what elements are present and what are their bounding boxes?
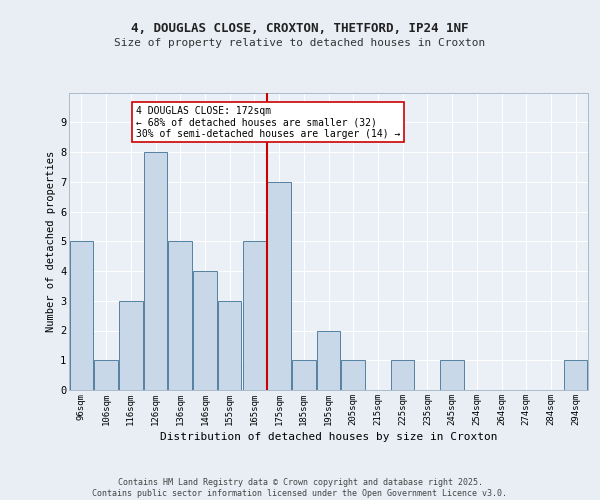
Bar — [169, 242, 192, 390]
Bar — [70, 242, 93, 390]
Bar — [391, 360, 415, 390]
Bar — [440, 360, 464, 390]
Bar — [94, 360, 118, 390]
Bar — [341, 360, 365, 390]
X-axis label: Distribution of detached houses by size in Croxton: Distribution of detached houses by size … — [160, 432, 497, 442]
Text: 4, DOUGLAS CLOSE, CROXTON, THETFORD, IP24 1NF: 4, DOUGLAS CLOSE, CROXTON, THETFORD, IP2… — [131, 22, 469, 36]
Bar — [144, 152, 167, 390]
Y-axis label: Number of detached properties: Number of detached properties — [46, 150, 56, 332]
Bar — [218, 300, 241, 390]
Bar — [564, 360, 587, 390]
Bar — [242, 242, 266, 390]
Text: Size of property relative to detached houses in Croxton: Size of property relative to detached ho… — [115, 38, 485, 48]
Bar — [317, 330, 340, 390]
Bar — [292, 360, 316, 390]
Bar — [119, 300, 143, 390]
Bar — [268, 182, 291, 390]
Text: 4 DOUGLAS CLOSE: 172sqm
← 68% of detached houses are smaller (32)
30% of semi-de: 4 DOUGLAS CLOSE: 172sqm ← 68% of detache… — [136, 106, 400, 139]
Text: Contains HM Land Registry data © Crown copyright and database right 2025.
Contai: Contains HM Land Registry data © Crown c… — [92, 478, 508, 498]
Bar — [193, 271, 217, 390]
